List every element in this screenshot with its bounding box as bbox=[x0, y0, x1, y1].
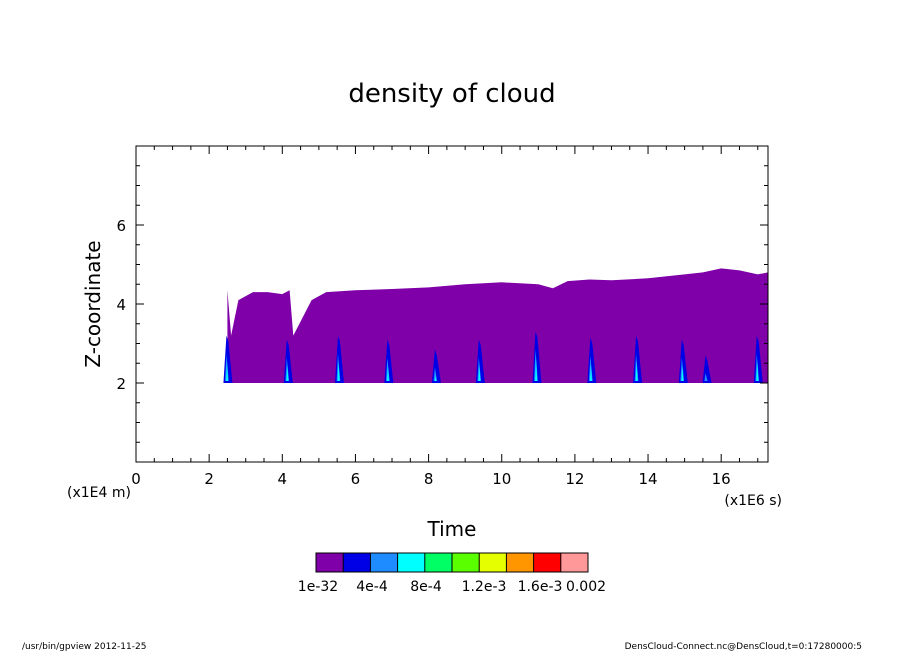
peak-base bbox=[284, 381, 292, 383]
density-peak-4 bbox=[384, 339, 394, 383]
density-peak-5 bbox=[431, 349, 441, 383]
peak-base bbox=[385, 381, 393, 383]
density-peak-7 bbox=[532, 331, 542, 383]
colorbar-label: 1.2e-3 bbox=[462, 579, 507, 595]
density-peak-3 bbox=[334, 335, 344, 383]
colorbar-swatch-7 bbox=[479, 553, 507, 572]
peak-base bbox=[432, 381, 440, 383]
peak-layer-cyan bbox=[534, 357, 538, 383]
colorbar-swatch-3 bbox=[370, 553, 398, 572]
colorbar-label: 4e-4 bbox=[356, 579, 388, 595]
y-tick-label: 2 bbox=[116, 375, 126, 393]
peak-layer-lightblue bbox=[704, 373, 709, 383]
data-layer bbox=[223, 268, 768, 383]
peak-layer-cyan bbox=[589, 363, 593, 383]
colorbar-label: 8e-4 bbox=[410, 579, 442, 595]
peak-layer-cyan bbox=[756, 361, 759, 383]
density-peak-2 bbox=[283, 339, 293, 383]
peak-layer-cyan bbox=[681, 365, 684, 383]
colorbar-swatch-10 bbox=[560, 553, 588, 572]
colorbar-swatch-1 bbox=[316, 553, 344, 572]
colorbar-swatch-8 bbox=[506, 553, 534, 572]
x-tick-label: 2 bbox=[204, 470, 214, 488]
chart-title: density of cloud bbox=[348, 79, 555, 109]
peak-layer-cyan bbox=[286, 365, 289, 383]
colorbar-label: 1.6e-3 bbox=[518, 579, 563, 595]
x-tick-label: 8 bbox=[424, 470, 434, 488]
x-tick-label: 0 bbox=[131, 470, 141, 488]
y-axis-label: Z-coordinate bbox=[81, 240, 105, 367]
peak-layer-cyan bbox=[337, 361, 340, 383]
x-tick-label: 16 bbox=[712, 470, 731, 488]
peak-base bbox=[634, 381, 642, 383]
x-axis-label: Time bbox=[427, 517, 477, 541]
density-peak-12 bbox=[753, 335, 763, 383]
peak-layer-cyan bbox=[386, 365, 390, 383]
density-peak-11 bbox=[702, 355, 712, 383]
peak-layer-lightblue bbox=[433, 367, 438, 383]
density-peak-1 bbox=[223, 335, 233, 383]
peak-base bbox=[476, 381, 484, 383]
x-tick-label: 14 bbox=[638, 470, 657, 488]
peak-layer-cyan bbox=[478, 365, 481, 383]
colorbar-swatch-5 bbox=[424, 553, 452, 572]
footer-right: DensCloud-Connect.nc@DensCloud,t=0:17280… bbox=[624, 642, 862, 652]
density-peak-8 bbox=[587, 337, 597, 383]
density-peak-9 bbox=[633, 335, 643, 383]
density-peak-10 bbox=[678, 339, 688, 383]
y-tick-label: 6 bbox=[116, 217, 126, 235]
colorbar: 1e-32 4e-4 8e-4 1.2e-3 1.6e-3 0.002 bbox=[298, 552, 606, 595]
peak-base bbox=[533, 381, 541, 383]
peak-base bbox=[588, 381, 596, 383]
footer-left: /usr/bin/gpview 2012-11-25 bbox=[22, 642, 147, 652]
x-tick-label: 10 bbox=[492, 470, 511, 488]
x-scale-label: (x1E6 s) bbox=[724, 493, 782, 509]
x-tick-label: 4 bbox=[278, 470, 288, 488]
colorbar-label: 0.002 bbox=[566, 579, 606, 595]
colorbar-swatch-6 bbox=[452, 553, 480, 572]
peak-base bbox=[754, 381, 762, 383]
peak-base bbox=[703, 381, 711, 383]
density-peak-6 bbox=[475, 339, 485, 383]
tick-layer: 0 2 4 6 8 10 12 14 16 2 4 6 bbox=[116, 145, 768, 488]
x-tick-label: 6 bbox=[351, 470, 361, 488]
peak-base bbox=[335, 381, 343, 383]
peak-layer-blue bbox=[702, 355, 712, 383]
y-scale-label: (x1E4 m) bbox=[67, 485, 131, 501]
peak-layer-blue bbox=[431, 349, 441, 383]
cloud-body bbox=[227, 268, 768, 383]
y-tick-label: 4 bbox=[116, 296, 126, 314]
peak-base bbox=[679, 381, 687, 383]
peak-base bbox=[224, 381, 232, 383]
colorbar-swatch-2 bbox=[343, 553, 371, 572]
peak-layer-cyan bbox=[635, 361, 638, 383]
peak-layer-cyan bbox=[225, 361, 229, 383]
colorbar-frame bbox=[315, 552, 589, 573]
colorbar-swatch-9 bbox=[533, 553, 561, 572]
colorbar-swatch-4 bbox=[397, 553, 425, 572]
x-tick-label: 12 bbox=[565, 470, 584, 488]
colorbar-label: 1e-32 bbox=[298, 579, 338, 595]
